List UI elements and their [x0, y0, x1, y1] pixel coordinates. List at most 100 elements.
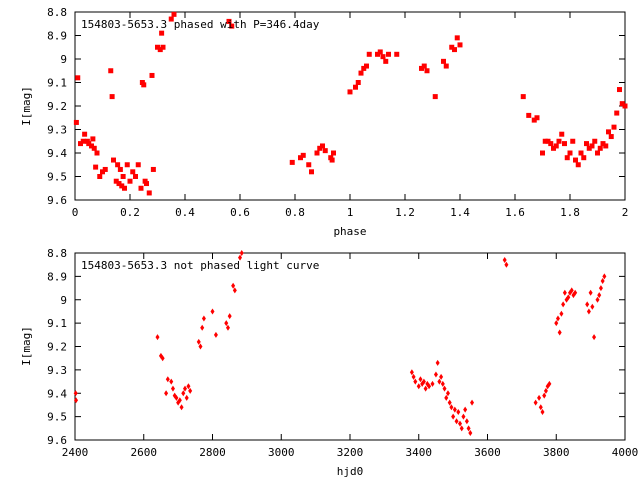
data-point — [520, 94, 526, 100]
data-point — [165, 376, 170, 383]
data-point — [170, 385, 175, 392]
y-tick-label: 9.4 — [47, 387, 67, 400]
data-point — [554, 320, 559, 327]
data-point — [423, 385, 428, 392]
data-point — [553, 143, 559, 149]
data-point — [458, 420, 462, 427]
data-point — [300, 152, 306, 158]
data-point — [559, 310, 564, 317]
data-point — [86, 141, 92, 147]
data-point — [298, 155, 303, 161]
x-tick-label: 2 — [622, 206, 629, 219]
data-point — [418, 376, 423, 383]
data-point — [306, 162, 312, 168]
data-point — [78, 141, 83, 147]
data-point — [454, 35, 460, 41]
data-point — [331, 150, 336, 156]
data-point — [585, 301, 590, 308]
y-tick-label: 9.3 — [47, 124, 67, 137]
x-tick-label: 2400 — [62, 446, 89, 459]
data-point — [179, 404, 184, 411]
chart-title: 154803-5653.3 not phased light curve — [81, 259, 319, 272]
data-point — [602, 273, 607, 280]
data-point — [449, 44, 455, 50]
data-point — [421, 63, 427, 69]
data-point — [461, 413, 466, 420]
x-tick-label: 4000 — [612, 446, 639, 459]
x-tick-label: 2600 — [131, 446, 158, 459]
data-point — [597, 292, 602, 299]
data-point — [394, 51, 400, 57]
x-tick-label: 1 — [347, 206, 354, 219]
data-point — [322, 148, 328, 154]
y-axis-label: I[mag] — [20, 86, 33, 126]
data-point — [73, 390, 78, 397]
data-point — [573, 157, 578, 163]
data-point — [155, 44, 160, 50]
data-point — [213, 331, 218, 338]
data-point — [555, 315, 560, 322]
data-point — [347, 89, 353, 95]
x-tick-label: 3600 — [474, 446, 501, 459]
data-point — [386, 51, 391, 57]
data-point — [547, 380, 552, 387]
data-point — [502, 257, 507, 264]
data-point — [127, 178, 133, 184]
y-tick-label: 9.3 — [47, 364, 67, 377]
data-point — [595, 296, 600, 303]
data-point — [200, 324, 205, 331]
data-point — [590, 303, 595, 310]
x-tick-label: 2800 — [199, 446, 226, 459]
phased-light-curve-panel: 0 0.2 0.4 0.6 0.8 1 1.2 1.4 1.6 1.8 2 8.8 8.9 9 9.1 9.2… — [20, 6, 628, 238]
data-point — [75, 75, 81, 81]
data-point — [600, 278, 605, 285]
data-point — [160, 44, 166, 50]
data-point — [586, 308, 591, 315]
data-point — [409, 369, 414, 376]
data-point — [174, 394, 179, 401]
data-point — [430, 380, 435, 387]
data-point — [537, 394, 542, 401]
data-point — [135, 162, 141, 168]
data-point — [427, 383, 432, 390]
data-point — [449, 404, 454, 411]
data-point — [353, 84, 358, 90]
data-point — [238, 254, 242, 261]
y-tick-label: 9.5 — [47, 171, 67, 184]
y-tick-label: 9.1 — [47, 317, 67, 330]
data-point — [124, 162, 130, 168]
data-point — [366, 51, 372, 57]
data-point — [595, 150, 600, 156]
data-point — [130, 169, 136, 175]
data-point — [93, 164, 99, 170]
data-point — [358, 70, 364, 76]
data-point — [452, 47, 457, 53]
data-point — [196, 338, 201, 345]
data-point — [589, 143, 595, 149]
data-point — [439, 373, 444, 380]
data-point — [578, 150, 584, 156]
data-point — [120, 174, 126, 179]
data-point — [181, 390, 186, 397]
data-point — [383, 58, 389, 64]
data-point — [606, 129, 611, 135]
data-point — [111, 157, 116, 163]
data-point — [540, 150, 545, 156]
data-point — [592, 334, 597, 341]
data-point — [157, 47, 163, 53]
data-point — [133, 174, 138, 179]
data-point — [201, 315, 206, 322]
data-point — [540, 408, 545, 415]
data-point — [169, 378, 174, 385]
data-point — [227, 313, 232, 320]
data-point — [470, 399, 475, 406]
data-point — [82, 131, 88, 137]
data-point — [155, 334, 160, 341]
data-point — [188, 387, 193, 394]
data-point — [424, 68, 430, 74]
data-point — [411, 373, 416, 380]
data-point — [419, 65, 424, 71]
data-point — [441, 58, 446, 64]
data-point — [569, 287, 574, 294]
